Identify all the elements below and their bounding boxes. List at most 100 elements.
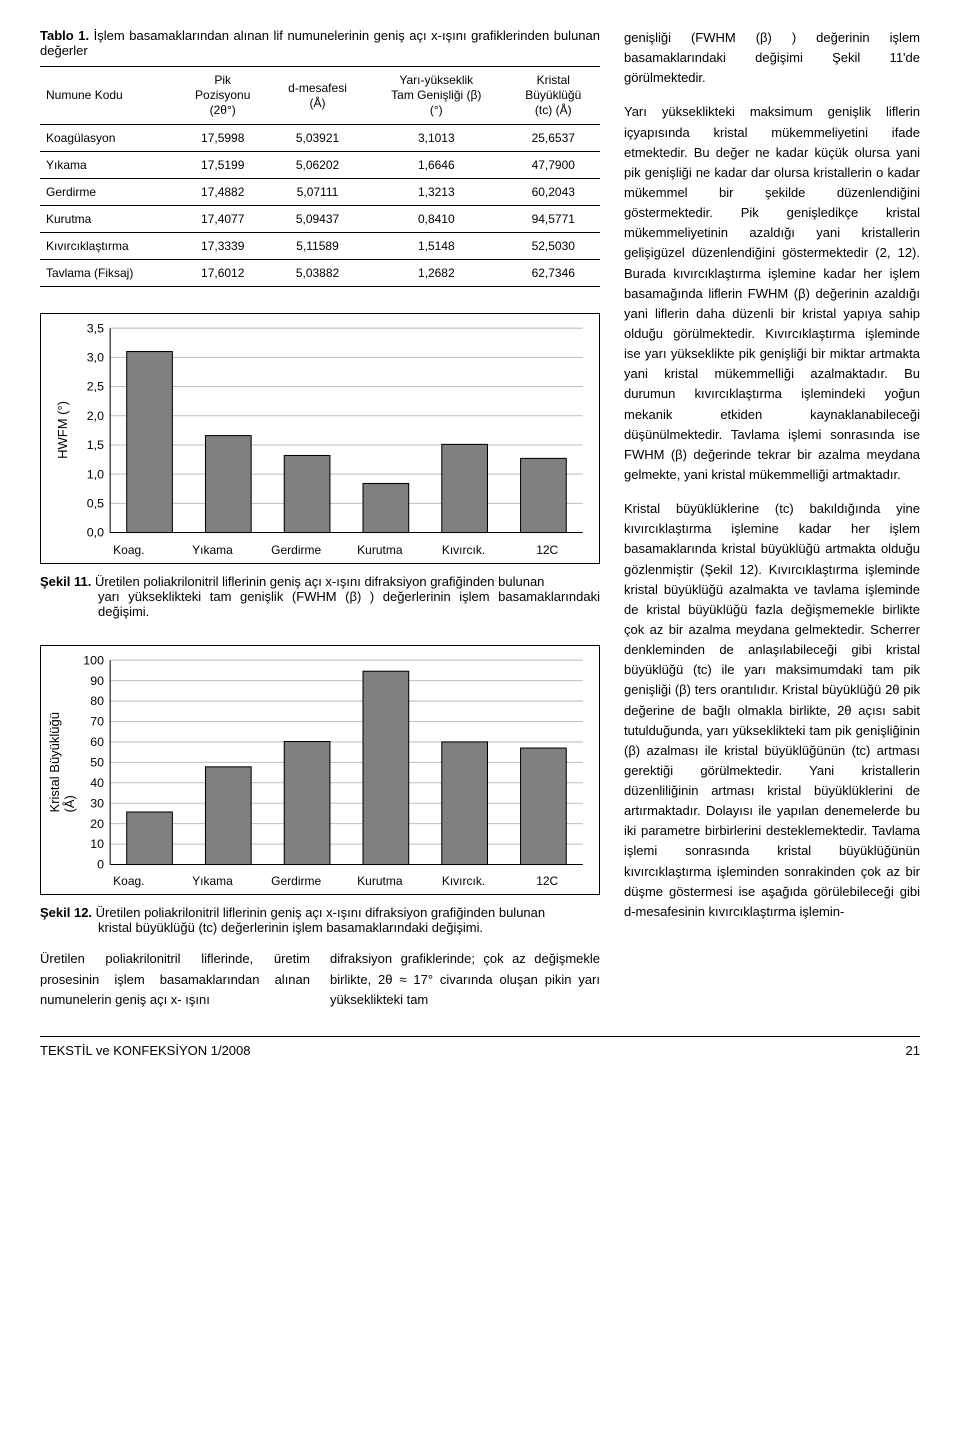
bar [127,812,173,865]
x-category-label: Kurutma [338,874,422,888]
table-cell: 0,8410 [366,206,506,233]
chart11-plot: 0,00,51,01,52,02,53,03,5 [73,322,589,539]
table-row: Kıvırcıklaştırma17,33395,115891,514852,5… [40,233,600,260]
svg-text:60: 60 [90,735,104,749]
svg-text:90: 90 [90,673,104,687]
right-column-text: genişliği (FWHM (β) ) değerinin işlem ba… [624,28,920,922]
svg-text:2,0: 2,0 [87,409,104,423]
chart11-area: HWFM (°) 0,00,51,01,52,02,53,03,5 [51,322,589,539]
data-table: Numune KoduPikPozisyonu(2θ°)d-mesafesi(Å… [40,66,600,287]
svg-text:20: 20 [90,817,104,831]
x-category-label: Kıvırcık. [422,874,506,888]
table-cell: 5,09437 [269,206,366,233]
table-cell: 3,1013 [366,125,506,152]
table-cell: Koagülasyon [40,125,176,152]
x-category-label: Kurutma [338,543,422,557]
table-cell: 1,5148 [366,233,506,260]
table-cell: 47,7900 [507,152,600,179]
bottom-left-text: Üretilen poliakrilonitril liflerinde, ür… [40,949,310,1009]
table-header-cell: Yarı-yükseklikTam Genişliği (β)(°) [366,67,506,125]
bar [442,444,488,532]
table-cell: 5,06202 [269,152,366,179]
table-cell: 17,6012 [176,260,269,287]
svg-text:10: 10 [90,837,104,851]
bottom-right-text: difraksiyon grafiklerinde; çok az değişm… [330,949,600,1009]
x-category-label: Yıkama [171,874,255,888]
bar [205,767,251,865]
svg-text:1,5: 1,5 [87,438,104,452]
figure-12: Kristal Büyüklüğü(Å) 0102030405060708090… [40,645,600,936]
paragraph: Yarı yükseklikteki maksimum genişlik lif… [624,102,920,485]
bar [284,741,330,864]
table-head: Numune KoduPikPozisyonu(2θ°)d-mesafesi(Å… [40,67,600,125]
figure-11-caption-label: Şekil 11. [40,574,91,589]
footer-right: 21 [906,1043,920,1058]
table-cell: 1,6646 [366,152,506,179]
table-cell: 17,3339 [176,233,269,260]
left-column: Tablo 1. İşlem basamaklarından alınan li… [40,28,600,1010]
chart12-area: Kristal Büyüklüğü(Å) 0102030405060708090… [51,654,589,871]
table-cell: 5,03921 [269,125,366,152]
table-cell: 5,07111 [269,179,366,206]
table-cell: 52,5030 [507,233,600,260]
bar [205,436,251,533]
svg-text:0,5: 0,5 [87,496,104,510]
table-row: Gerdirme17,48825,071111,321360,2043 [40,179,600,206]
bar [442,742,488,865]
svg-text:3,0: 3,0 [87,351,104,365]
svg-text:30: 30 [90,796,104,810]
table-header-cell: KristalBüyüklüğü(tc) (Å) [507,67,600,125]
bottom-two-col: Üretilen poliakrilonitril liflerinde, ür… [40,949,600,1009]
table-cell: 17,4077 [176,206,269,233]
table-header-row: Numune KoduPikPozisyonu(2θ°)d-mesafesi(Å… [40,67,600,125]
x-category-label: Koag. [87,543,171,557]
svg-text:0: 0 [97,857,104,870]
svg-text:2,5: 2,5 [87,380,104,394]
two-column-layout: Tablo 1. İşlem basamaklarından alınan li… [40,28,920,1010]
table-cell: 25,6537 [507,125,600,152]
table-cell: Yıkama [40,152,176,179]
footer-left: TEKSTİL ve KONFEKSİYON 1/2008 [40,1043,251,1058]
svg-text:50: 50 [90,755,104,769]
table-row: Kurutma17,40775,094370,841094,5771 [40,206,600,233]
figure-11: HWFM (°) 0,00,51,01,52,02,53,03,5 Koag.Y… [40,313,600,619]
svg-text:80: 80 [90,694,104,708]
figure-11-caption: Şekil 11. Üretilen poliakrilonitril lifl… [40,574,600,619]
table-caption: Tablo 1. İşlem basamaklarından alınan li… [40,28,600,58]
table-cell: 60,2043 [507,179,600,206]
table-cell: 94,5771 [507,206,600,233]
table-cell: Gerdirme [40,179,176,206]
bar [521,748,567,864]
table-cell: 1,3213 [366,179,506,206]
chart12-frame: Kristal Büyüklüğü(Å) 0102030405060708090… [40,645,600,896]
x-category-label: 12C [505,874,589,888]
paragraph: Kristal büyüklüklerine (tc) bakıldığında… [624,499,920,922]
svg-text:1,0: 1,0 [87,467,104,481]
chart11-frame: HWFM (°) 0,00,51,01,52,02,53,03,5 Koag.Y… [40,313,600,564]
table-row: Yıkama17,51995,062021,664647,7900 [40,152,600,179]
figure-12-caption-line2: kristal büyüklüğü (tc) değerlerinin işle… [40,920,600,935]
svg-text:0,0: 0,0 [87,526,104,539]
table-cell: 5,03882 [269,260,366,287]
table-cell: 1,2682 [366,260,506,287]
x-category-label: Yıkama [171,543,255,557]
svg-text:100: 100 [83,654,104,667]
chart11-ylabel-text: HWFM (°) [55,401,70,459]
table-body: Koagülasyon17,59985,039213,101325,6537Yı… [40,125,600,287]
table-header-cell: d-mesafesi(Å) [269,67,366,125]
table-cell: 62,7346 [507,260,600,287]
table-caption-text: İşlem basamaklarından alınan lif numunel… [40,28,600,58]
table-cell: Tavlama (Fiksaj) [40,260,176,287]
chart11-ylabel: HWFM (°) [51,322,73,539]
paragraph: genişliği (FWHM (β) ) değerinin işlem ba… [624,28,920,88]
chart12-svg: 0102030405060708090100 [73,654,589,871]
page-footer: TEKSTİL ve KONFEKSİYON 1/2008 21 [40,1036,920,1058]
table-row: Koagülasyon17,59985,039213,101325,6537 [40,125,600,152]
table-cell: 17,4882 [176,179,269,206]
figure-12-caption-line1: Üretilen poliakrilonitril liflerinin gen… [96,905,545,920]
bar [521,458,567,532]
bar [127,352,173,533]
right-column: genişliği (FWHM (β) ) değerinin işlem ba… [624,28,920,1010]
page: Tablo 1. İşlem basamaklarından alınan li… [0,0,960,1082]
svg-text:70: 70 [90,714,104,728]
